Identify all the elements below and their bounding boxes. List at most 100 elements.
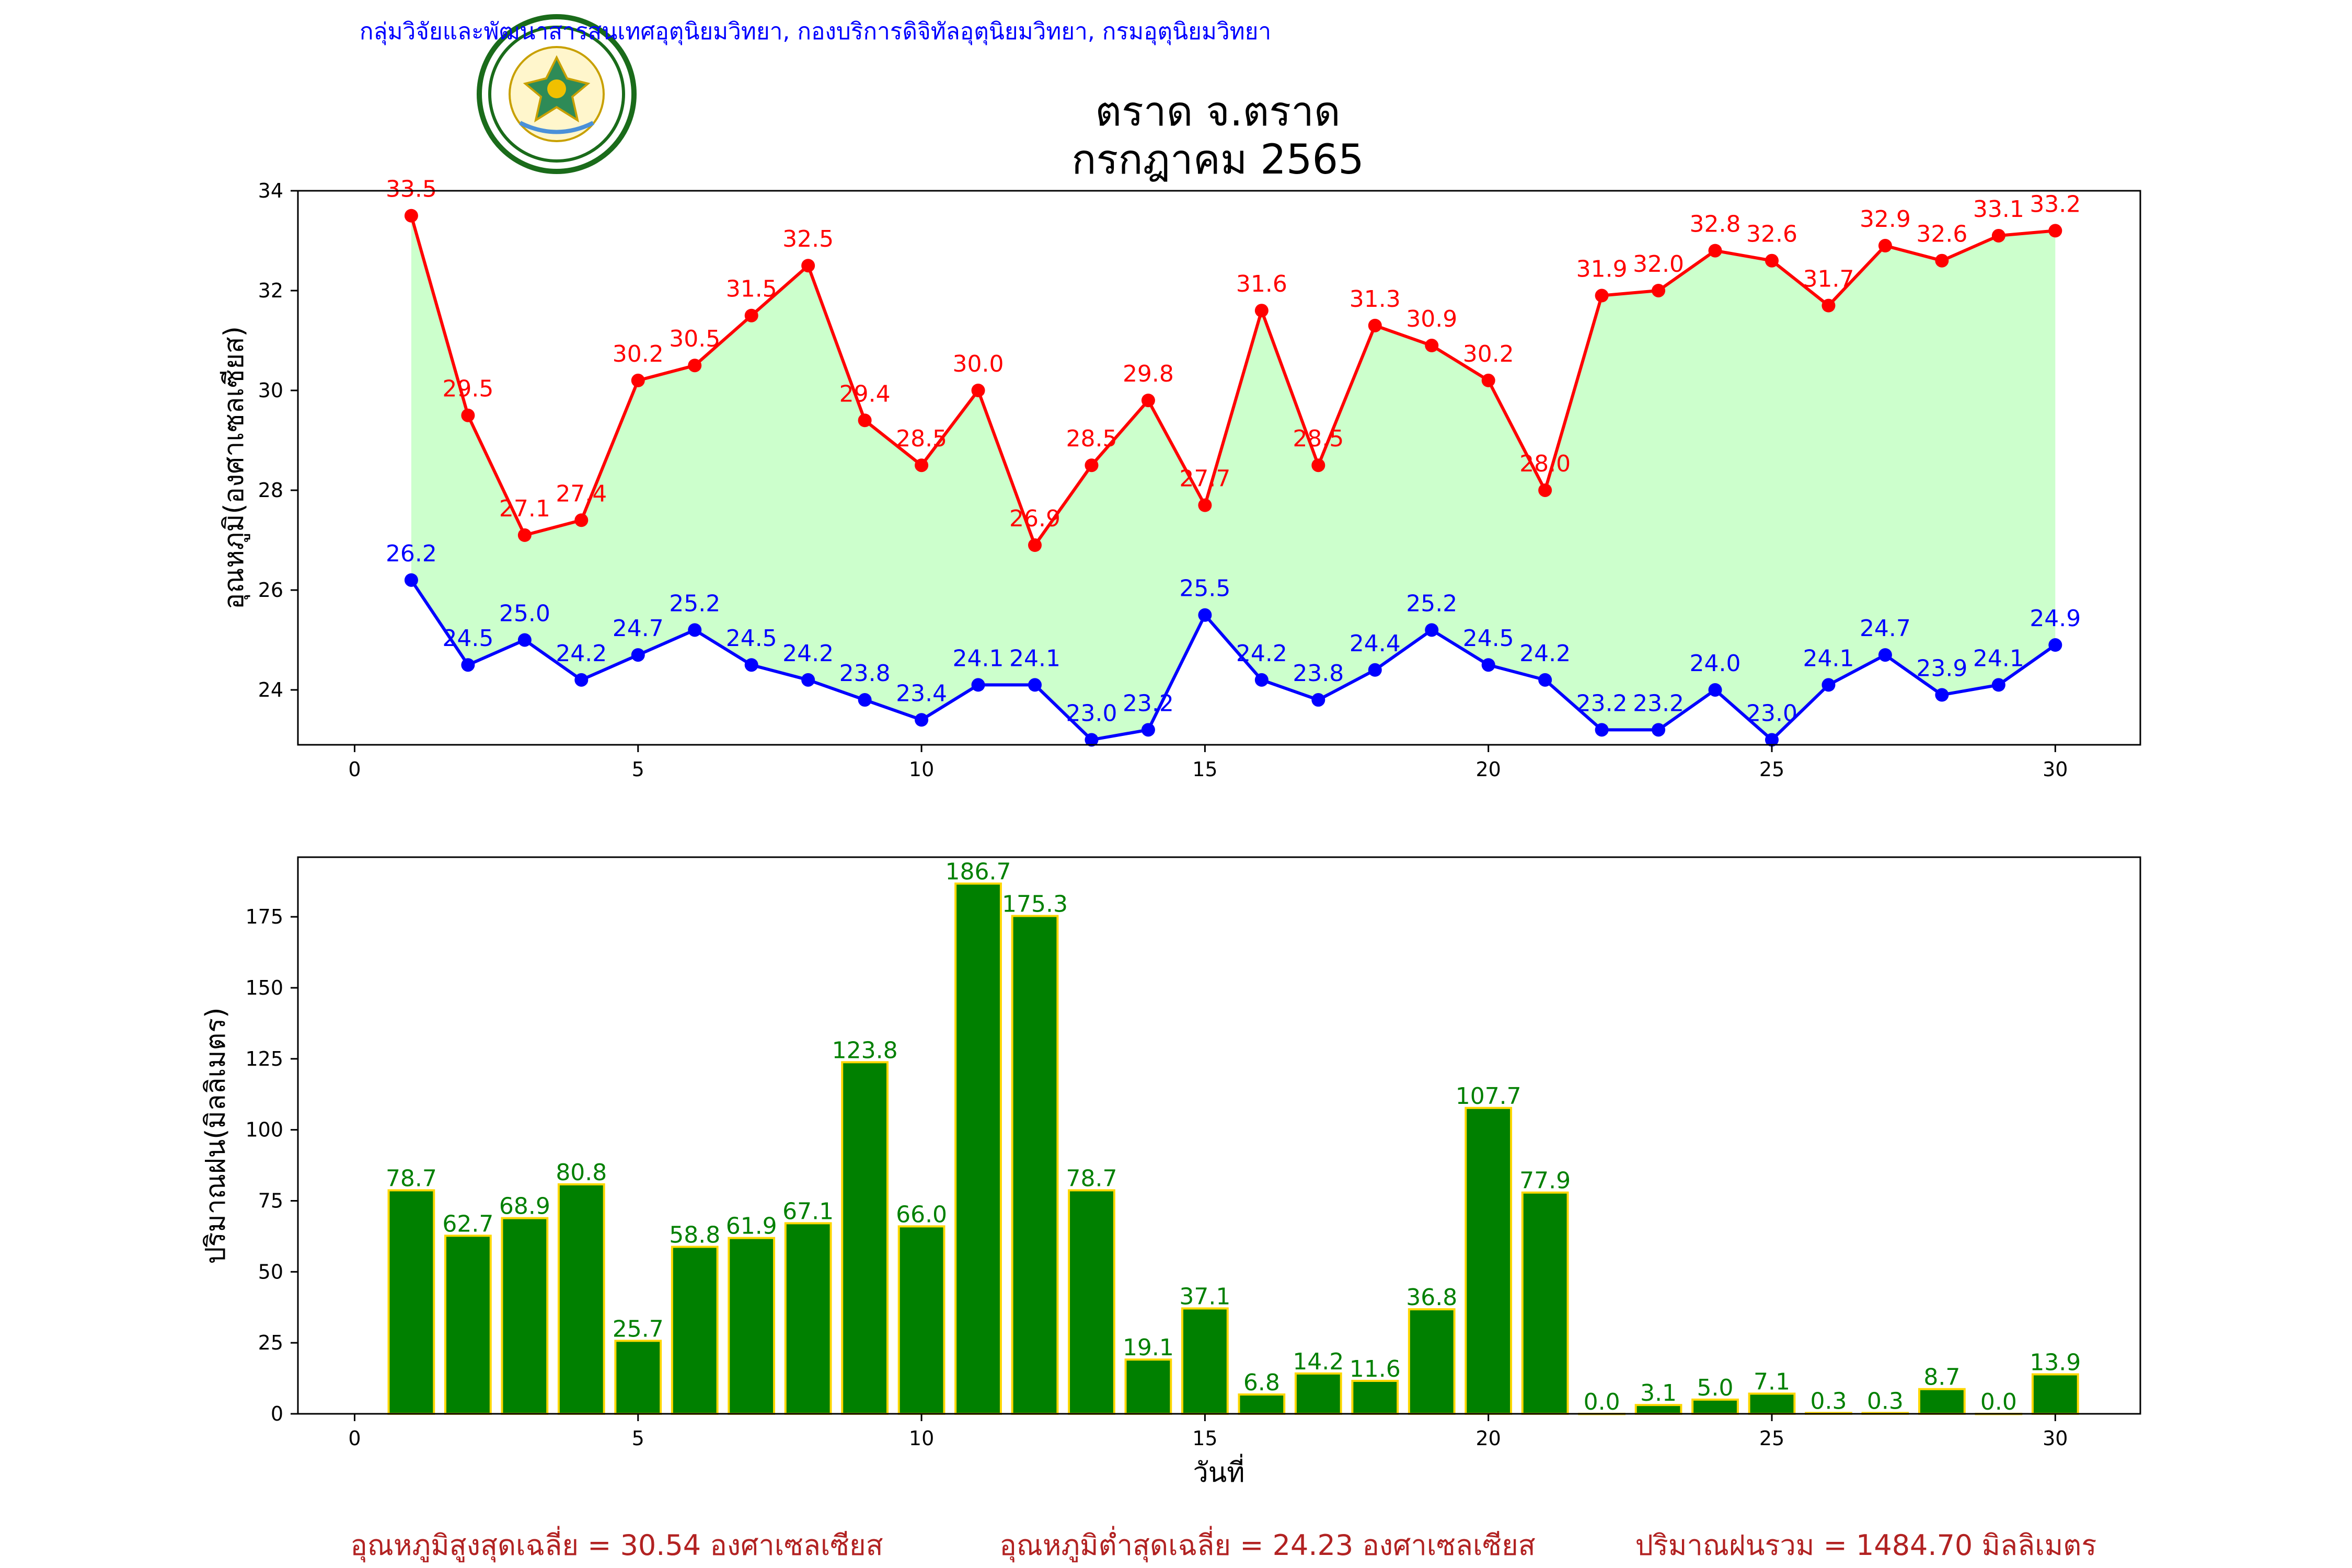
max-temperature-label: 30.9 bbox=[1406, 306, 1457, 332]
min-temperature-label: 24.5 bbox=[1463, 625, 1514, 652]
footer-avg-max-temp: อุณหภูมิสูงสุดเฉลี่ย = 30.54 องศาเซลเซีย… bbox=[350, 1526, 883, 1563]
min-temperature-point bbox=[1141, 723, 1155, 737]
rainfall-x-tick-label: 0 bbox=[348, 1427, 361, 1450]
footer-total-rainfall: ปริมาณฝนรวม = 1484.70 มิลลิเมตร bbox=[1635, 1529, 2097, 1562]
max-temperature-point bbox=[1028, 538, 1042, 552]
min-temperature-label: 24.1 bbox=[1009, 645, 1060, 672]
max-temperature-point bbox=[915, 458, 929, 472]
rainfall-bar bbox=[1181, 1307, 1229, 1415]
temperature-chart: 33.529.527.127.430.230.531.532.529.428.5… bbox=[218, 176, 2141, 781]
min-temperature-point bbox=[1595, 723, 1609, 737]
min-temperature-label: 23.9 bbox=[1916, 655, 1967, 682]
min-temperature-point bbox=[1935, 688, 1949, 702]
max-temperature-label: 28.5 bbox=[896, 425, 947, 452]
max-temperature-point bbox=[1141, 394, 1155, 408]
temperature-x-tick-label: 15 bbox=[1192, 758, 1217, 781]
rainfall-bar bbox=[1294, 1372, 1342, 1415]
rainfall-value-label: 78.7 bbox=[386, 1165, 437, 1192]
min-temperature-point bbox=[744, 658, 758, 672]
min-temperature-label: 23.8 bbox=[1293, 660, 1344, 687]
max-temperature-label: 28.5 bbox=[1066, 425, 1117, 452]
chart-title-month: กรกฎาคม 2565 bbox=[1071, 136, 1364, 183]
max-temperature-label: 31.9 bbox=[1576, 256, 1628, 283]
temperature-y-tick-label: 32 bbox=[258, 279, 283, 302]
rainfall-bar bbox=[1351, 1379, 1399, 1415]
min-temperature-label: 24.4 bbox=[1350, 630, 1401, 657]
max-temperature-label: 31.6 bbox=[1236, 271, 1287, 297]
rainfall-value-label: 3.1 bbox=[1640, 1380, 1677, 1406]
rainfall-value-label: 5.0 bbox=[1697, 1375, 1734, 1401]
max-temperature-label: 33.5 bbox=[386, 176, 437, 203]
min-temperature-point bbox=[1821, 678, 1836, 692]
max-temperature-point bbox=[1765, 253, 1779, 268]
temperature-x-tick-label: 5 bbox=[632, 758, 644, 781]
rainfall-value-label: 14.2 bbox=[1293, 1348, 1344, 1375]
max-temperature-label: 30.2 bbox=[613, 341, 664, 367]
max-temperature-point bbox=[574, 513, 589, 527]
rainfall-value-label: 19.1 bbox=[1123, 1334, 1174, 1361]
min-temperature-label: 23.2 bbox=[1576, 690, 1628, 717]
rainfall-value-label: 11.6 bbox=[1350, 1356, 1401, 1382]
min-temperature-point bbox=[1481, 658, 1495, 672]
temperature-x-tick-label: 0 bbox=[348, 758, 361, 781]
max-temperature-label: 29.4 bbox=[839, 381, 891, 407]
max-temperature-point bbox=[1708, 244, 1722, 258]
rainfall-bar bbox=[728, 1237, 776, 1415]
max-temperature-point bbox=[1935, 253, 1949, 268]
rainfall-bar bbox=[671, 1246, 719, 1415]
max-temperature-label: 30.0 bbox=[953, 351, 1004, 377]
rainfall-x-tick-label: 10 bbox=[909, 1427, 934, 1450]
min-temperature-label: 24.2 bbox=[556, 640, 607, 667]
rainfall-y-axis-label: ปริมาณฝน(มิลลิเมตร) bbox=[200, 1007, 232, 1264]
min-temperature-point bbox=[1765, 733, 1779, 747]
rainfall-y-tick-label: 100 bbox=[245, 1119, 283, 1142]
min-temperature-label: 25.0 bbox=[499, 600, 550, 627]
min-temperature-label: 24.2 bbox=[1236, 640, 1287, 667]
min-temperature-point bbox=[1708, 683, 1722, 697]
min-temperature-label: 23.0 bbox=[1746, 700, 1797, 727]
max-temperature-label: 28.5 bbox=[1293, 425, 1344, 452]
rainfall-y-tick-label: 25 bbox=[258, 1331, 283, 1354]
max-temperature-point bbox=[1254, 304, 1269, 318]
min-temperature-label: 23.4 bbox=[896, 680, 947, 707]
rainfall-value-label: 77.9 bbox=[1519, 1168, 1571, 1194]
rainfall-bar bbox=[444, 1235, 492, 1415]
min-temperature-point bbox=[404, 573, 418, 587]
min-temperature-point bbox=[1311, 693, 1325, 707]
max-temperature-point bbox=[2048, 224, 2062, 238]
rainfall-bar bbox=[1408, 1308, 1456, 1415]
rainfall-bar bbox=[784, 1222, 832, 1415]
min-temperature-point bbox=[1254, 673, 1269, 687]
rainfall-x-tick-label: 25 bbox=[1759, 1427, 1784, 1450]
min-temperature-label: 25.2 bbox=[1406, 590, 1457, 617]
min-temperature-point bbox=[688, 623, 702, 637]
rainfall-bar bbox=[1068, 1189, 1115, 1415]
rainfall-x-tick-label: 15 bbox=[1192, 1427, 1217, 1450]
rainfall-value-label: 67.1 bbox=[782, 1198, 834, 1225]
temperature-plot-frame bbox=[297, 190, 2141, 746]
min-temperature-label: 24.5 bbox=[442, 625, 493, 652]
max-temperature-label: 32.6 bbox=[1916, 221, 1967, 248]
min-temperature-point bbox=[631, 648, 645, 662]
rainfall-bar bbox=[1238, 1393, 1286, 1415]
footer-avg-min-temp: อุณหภูมิต่ำสุดเฉลี่ย = 24.23 องศาเซลเซีย… bbox=[999, 1526, 1535, 1563]
max-temperature-label: 27.7 bbox=[1179, 466, 1230, 492]
min-temperature-label: 23.2 bbox=[1633, 690, 1684, 717]
min-temperature-label: 24.0 bbox=[1690, 650, 1741, 677]
rainfall-value-label: 0.0 bbox=[1584, 1389, 1620, 1415]
max-temperature-point bbox=[1595, 289, 1609, 303]
rainfall-value-label: 7.1 bbox=[1754, 1368, 1790, 1395]
max-temperature-point bbox=[858, 413, 872, 428]
max-temperature-label: 26.9 bbox=[1009, 505, 1060, 532]
temperature-y-tick-label: 24 bbox=[258, 678, 283, 701]
min-temperature-label: 24.7 bbox=[1860, 615, 1911, 642]
min-temperature-label: 24.1 bbox=[1803, 645, 1854, 672]
max-temperature-label: 31.5 bbox=[726, 276, 777, 303]
min-temperature-point bbox=[1652, 723, 1666, 737]
temperature-y-tick-label: 34 bbox=[258, 179, 283, 202]
rainfall-bar bbox=[614, 1340, 662, 1415]
rainfall-x-tick-label: 20 bbox=[1476, 1427, 1501, 1450]
max-temperature-point bbox=[1425, 339, 1439, 353]
department-logo bbox=[477, 14, 637, 174]
min-temperature-point bbox=[1085, 733, 1099, 747]
